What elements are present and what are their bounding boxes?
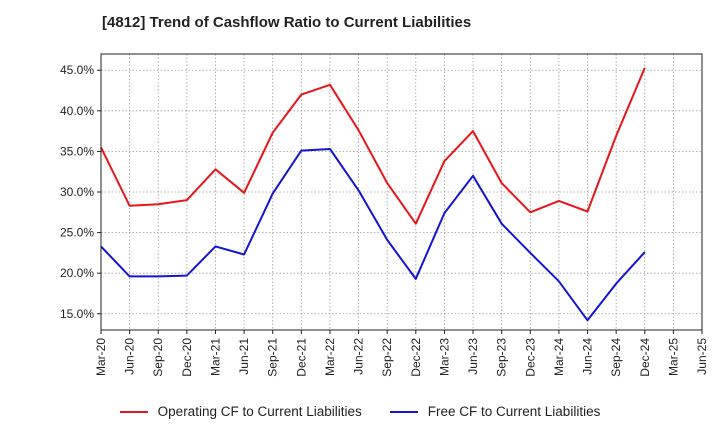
legend-item-operating-cf: Operating CF to Current Liabilities <box>119 404 362 419</box>
x-tick-label: Sep-20 <box>151 338 165 377</box>
x-tick-label: Sep-23 <box>495 338 509 377</box>
chart-title: [4812] Trend of Cashflow Ratio to Curren… <box>102 14 472 31</box>
x-tick-label: Dec-23 <box>523 338 537 377</box>
x-tick-label: Jun-20 <box>123 338 137 375</box>
x-tick-label: Dec-20 <box>180 338 194 377</box>
x-tick-label: Jun-23 <box>466 338 480 375</box>
legend-swatch-operating-cf <box>119 410 148 413</box>
legend: Operating CF to Current Liabilities Free… <box>0 404 720 419</box>
x-tick-label: Mar-25 <box>666 338 680 376</box>
x-tick-label: Sep-21 <box>266 338 280 377</box>
x-tick-label: Mar-21 <box>208 338 222 376</box>
x-tick-label: Dec-24 <box>638 338 652 377</box>
x-tick-label: Jun-25 <box>695 338 709 375</box>
x-axis-ticks: Mar-20 Jun-20 Sep-20 Dec-20 Mar-21 Jun-21 Sep-… <box>94 330 709 377</box>
y-tick-label: 35.0% <box>60 144 94 158</box>
x-tick-label: Mar-23 <box>437 338 451 376</box>
legend-swatch-free-cf <box>389 410 418 413</box>
series-lines <box>100 67 646 322</box>
free-cf-line <box>100 148 646 322</box>
y-tick-label: 30.0% <box>60 185 94 199</box>
x-tick-label: Mar-22 <box>323 338 337 376</box>
y-tick-label: 45.0% <box>60 63 94 77</box>
legend-label-operating-cf: Operating CF to Current Liabilities <box>157 404 362 419</box>
y-tick-label: 15.0% <box>60 307 94 321</box>
y-tick-label: 20.0% <box>60 266 94 280</box>
x-tick-label: Jun-24 <box>581 338 595 375</box>
x-tick-label: Jun-22 <box>352 338 366 375</box>
x-tick-label: Sep-24 <box>609 338 623 377</box>
y-tick-label: 40.0% <box>60 104 94 118</box>
grid-lines <box>100 54 703 330</box>
x-tick-label: Mar-24 <box>552 338 566 376</box>
legend-label-free-cf: Free CF to Current Liabilities <box>427 404 601 419</box>
y-tick-label: 25.0% <box>60 226 94 240</box>
x-tick-label: Dec-22 <box>409 338 423 377</box>
operating-cf-line <box>100 67 646 225</box>
x-tick-label: Dec-21 <box>294 338 308 377</box>
y-axis-ticks: 15.0% 20.0% 25.0% 30.0% 35.0% 40.0% 45.0% <box>60 63 101 321</box>
legend-item-free-cf: Free CF to Current Liabilities <box>389 404 601 419</box>
x-tick-label: Mar-20 <box>94 338 108 376</box>
x-tick-label: Sep-22 <box>380 338 394 377</box>
x-tick-label: Jun-21 <box>237 338 251 375</box>
